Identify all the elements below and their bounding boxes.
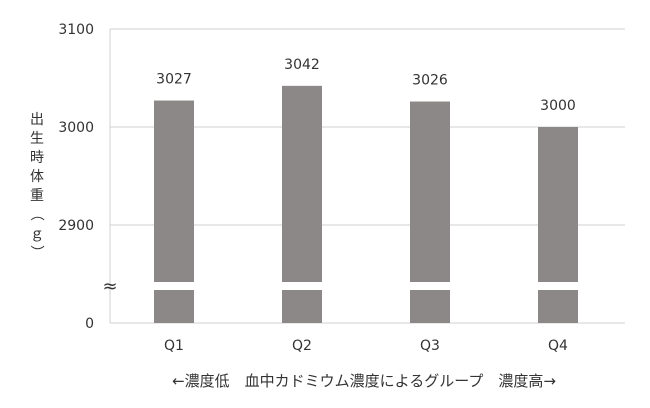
y-axis-title-char: 出 [30,112,44,128]
bar-lower-Q2 [282,290,322,323]
y-axis-title-char: ） [28,245,44,259]
bar-upper-Q2 [282,85,322,282]
bar-upper-Q4 [538,127,578,282]
y-tick-label: 2900 [58,218,94,234]
x-category-labels: Q1 Q2 Q3 Q4 [164,338,568,354]
category-label: Q2 [292,338,312,354]
data-labels: 3027 3042 3026 3000 [156,57,576,114]
axis-break-symbol: ≈ [102,276,117,297]
category-label: Q3 [420,338,440,354]
y-tick-label: 0 [85,316,94,332]
y-axis-title-char: 時 [30,150,44,166]
y-tick-label: 3100 [58,22,94,38]
bars [154,85,578,323]
y-axis-title-char: 重 [30,188,44,204]
x-axis-caption: ←濃度低 血中カドミウム濃度によるグループ 濃度高→ [172,372,556,390]
data-label: 3000 [540,98,576,114]
data-label: 3027 [156,72,192,88]
category-label: Q4 [548,338,568,354]
bar-lower-Q3 [410,290,450,323]
category-label: Q1 [164,338,184,354]
y-tick-labels: 3100 3000 2900 0 [58,22,94,332]
data-label: 3026 [412,73,448,89]
y-axis-title-char: 生 [30,131,44,147]
bar-upper-Q1 [154,100,194,282]
y-axis-title-char: ｇ [30,226,44,242]
bar-lower-Q4 [538,290,578,323]
y-tick-label: 3000 [58,120,94,136]
y-axis-title-char: 体 [30,169,44,185]
y-axis-title-char: （ [28,207,44,221]
data-label: 3042 [284,57,320,73]
bar-upper-Q3 [410,101,450,283]
bar-lower-Q1 [154,290,194,323]
